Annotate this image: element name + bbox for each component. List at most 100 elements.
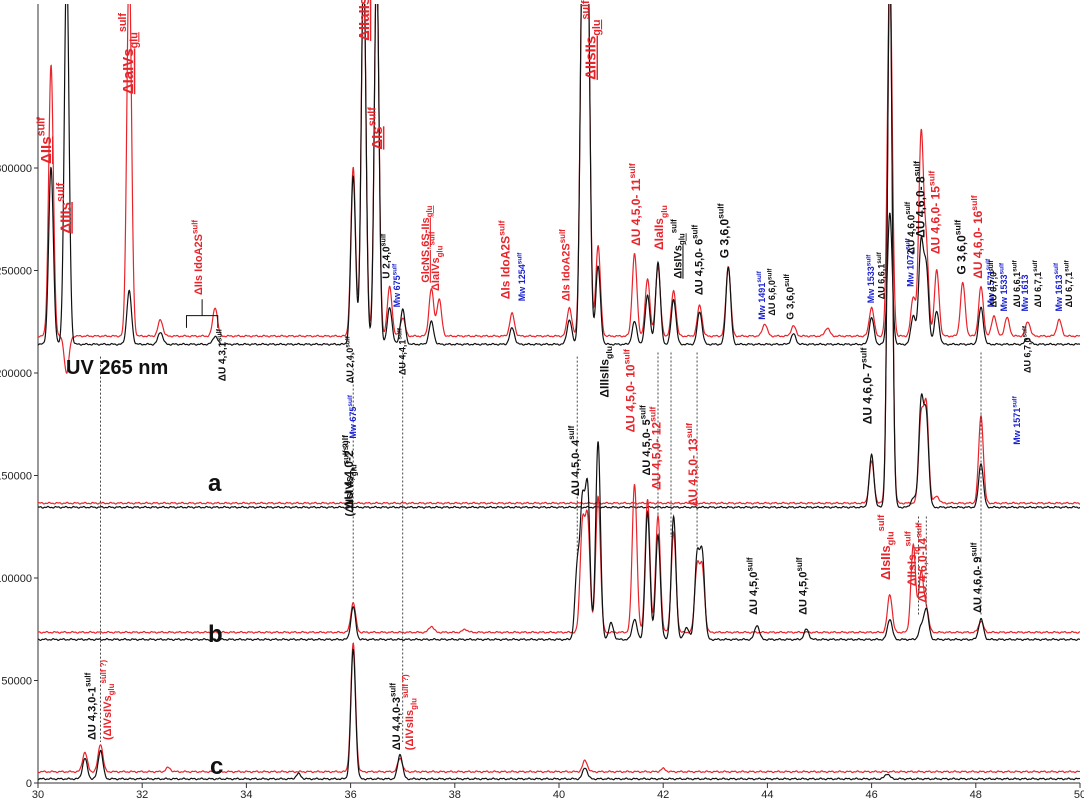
peak-annotation-c7: ΔU 4,6,0-14sulf xyxy=(913,522,929,602)
annotation-text: ΔIs xyxy=(369,126,386,149)
annotation-text: G 3,6,0 xyxy=(785,286,796,319)
peak-annotation-a35: Mw 1613 xyxy=(1020,274,1030,311)
peak-annotation-b7: ΔU 4,5,0- 5sulf xyxy=(639,405,654,476)
annotation-superscript: sulf ?) xyxy=(341,440,350,464)
annotation-text: ΔIs IdoA2S xyxy=(560,243,572,301)
annotation-superscript: sulf xyxy=(859,348,869,363)
annotation-text: ΔIIIsIIs xyxy=(598,359,612,398)
annotation-superscript: sulf xyxy=(1011,260,1018,272)
trace-a-red xyxy=(38,4,1080,505)
axis-ticks: 30 32 34 36 38 40 42 44 46 48 50 0 50000 100000 150000… xyxy=(0,163,1084,801)
peak-annotation-b10: ΔU 4,5,0- 13sulf xyxy=(684,423,700,506)
peak-annotation-a16: ΔIaIIsglu xyxy=(652,205,669,250)
peak-annotation-a29: G 3,6,0sulf xyxy=(952,220,968,275)
annotation-subscript: glu xyxy=(409,698,418,710)
annotation-text: ΔU 4,5,0- 4 xyxy=(570,439,582,496)
peak-annotation-c2: (ΔIIsIVsglusulf ?) xyxy=(341,440,358,516)
annotation-superscript: sulf xyxy=(621,349,631,364)
annotation-superscript: sulf xyxy=(496,220,506,235)
peak-annotation-a12: Mw 1254sulf xyxy=(516,252,527,301)
annotation-superscript: sulf xyxy=(998,262,1005,274)
annotation-superscript: sulf xyxy=(344,335,351,347)
annotation-text: ΔU 6,7,1 xyxy=(1033,272,1043,308)
annotation-superscript: sulf xyxy=(379,233,388,246)
trace-label-c: c xyxy=(210,753,223,780)
peak-annotation-b3: Mw 675sulf xyxy=(347,394,358,438)
annotation-text: ΔU 4,4,0-3 xyxy=(391,697,403,750)
trace-label-b: b xyxy=(208,621,223,648)
annotation-text: ΔU 4,5,0 xyxy=(748,572,760,615)
annotation-superscript: sulf xyxy=(639,405,648,419)
annotation-superscript: sulf xyxy=(427,231,436,245)
x-tick-label: 48 xyxy=(970,789,982,801)
annotation-text: ΔU 4,3,0-1 xyxy=(86,687,98,740)
y-tick-label: 250000 xyxy=(0,266,32,278)
annotation-text: ΔU 6,7,0 xyxy=(989,272,999,308)
annotation-text: ΔU 4,3,1 xyxy=(218,341,229,381)
annotation-text: ΔU 2,4,0 xyxy=(345,348,355,384)
trace-c-black xyxy=(38,648,1080,781)
peak-annotation-a25: Mw 1072sulf xyxy=(905,238,916,287)
annotation-text: ΔU 6,6,1 xyxy=(1012,272,1022,308)
annotation-subscript: id xyxy=(912,547,922,555)
annotation-text: ΔU 6,6,1 xyxy=(877,264,887,300)
annotation-text: (ΔIIsIVs xyxy=(344,476,356,516)
annotation-text: ΔU 4,4,0-2 xyxy=(342,450,356,508)
annotation-text: ΔIaIVs xyxy=(120,48,137,94)
annotation-text: ΔU 4,5,0- 13 xyxy=(686,438,700,506)
annotation-superscript: sulf xyxy=(367,107,379,127)
annotation-text: Mw 1533 xyxy=(999,274,1009,311)
annotation-text: ΔU 4,6,0- 9 xyxy=(972,557,984,613)
y-tick-label: 0 xyxy=(26,778,32,790)
peak-annotation-a1: ΔIIssulf xyxy=(36,117,55,164)
peak-annotation-a7: U 2,4,0sulf xyxy=(379,233,393,279)
peak-annotation-b8: ΔU 4,5,0- 12sulf xyxy=(648,406,664,489)
peak-annotation-a24: ΔU 6,6,1sulf xyxy=(876,251,887,299)
annotation-superscript: sulf xyxy=(985,258,992,270)
x-tick-label: 46 xyxy=(865,789,877,801)
annotation-text: ΔIsIVs xyxy=(672,245,684,279)
peak-annotation-c6: ΔIIsIsidsulf xyxy=(903,531,922,586)
peak-annotation-a23: Mw 1533sulf xyxy=(865,254,876,303)
annotation-text: ΔU 4,5,0- 12 xyxy=(650,422,664,490)
annotation-text: ΔIaIIs xyxy=(652,218,666,250)
annotation-superscript: sulf xyxy=(876,514,886,532)
annotation-superscript: sulf xyxy=(391,263,398,275)
peak-annotation-a15: ΔU 4,5,0- 11sulf xyxy=(627,163,643,246)
peak-annotation-a19: G 3,6,0sulf xyxy=(715,203,731,258)
annotation-text: ΔIaIVs xyxy=(430,257,442,291)
trace-b-black xyxy=(38,441,1080,641)
y-tick-label: 200000 xyxy=(0,368,32,380)
annotation-subscript: glu xyxy=(604,346,614,359)
x-tick-label: 34 xyxy=(240,789,252,801)
annotation-text: ΔU 4,6,0- 7 xyxy=(861,363,875,425)
annotation-subscript: glu xyxy=(659,205,669,218)
x-tick-label: 38 xyxy=(449,789,461,801)
trace-b-red xyxy=(38,483,1080,634)
annotation-text: Mw 1613 xyxy=(1054,274,1064,311)
annotation-superscript: sulf xyxy=(969,195,979,210)
peak-annotation-a32: ΔU 6,7,0 sulf xyxy=(988,260,999,308)
annotation-superscript: sulf xyxy=(397,327,404,339)
annotation-text: Mw 1072 xyxy=(905,250,915,287)
annotation-superscript: sulf ?) xyxy=(401,674,410,698)
x-tick-label: 42 xyxy=(657,789,669,801)
annotation-superscript: sulf xyxy=(913,522,923,537)
peak-annotation-b4: ΔU 4,4,1sulf xyxy=(397,327,408,375)
annotation-text: ΔU 4,5,0 xyxy=(798,572,810,615)
annotation-superscript: sulf xyxy=(952,220,962,235)
annotation-superscript: sulf xyxy=(905,238,912,250)
annotation-text: ΔU 6,6,0 xyxy=(767,280,777,316)
annotation-text: ΔIIs xyxy=(38,136,55,163)
annotation-text: ΔU 4,5,0- 10 xyxy=(624,364,638,432)
annotation-text: Mw 675 xyxy=(392,275,402,307)
peak-annotation-a9: GlcNS,6S-IIsglu xyxy=(420,205,434,282)
annotation-bracket xyxy=(185,299,219,328)
annotation-text: ΔIIIs xyxy=(57,202,74,234)
annotation-subscript: glu xyxy=(436,245,445,257)
annotation-subscript: glu xyxy=(678,233,687,245)
annotation-subscript: glu xyxy=(350,464,359,476)
annotation-subscript: glu xyxy=(425,205,434,217)
annotation-superscript: sulf xyxy=(347,394,354,406)
